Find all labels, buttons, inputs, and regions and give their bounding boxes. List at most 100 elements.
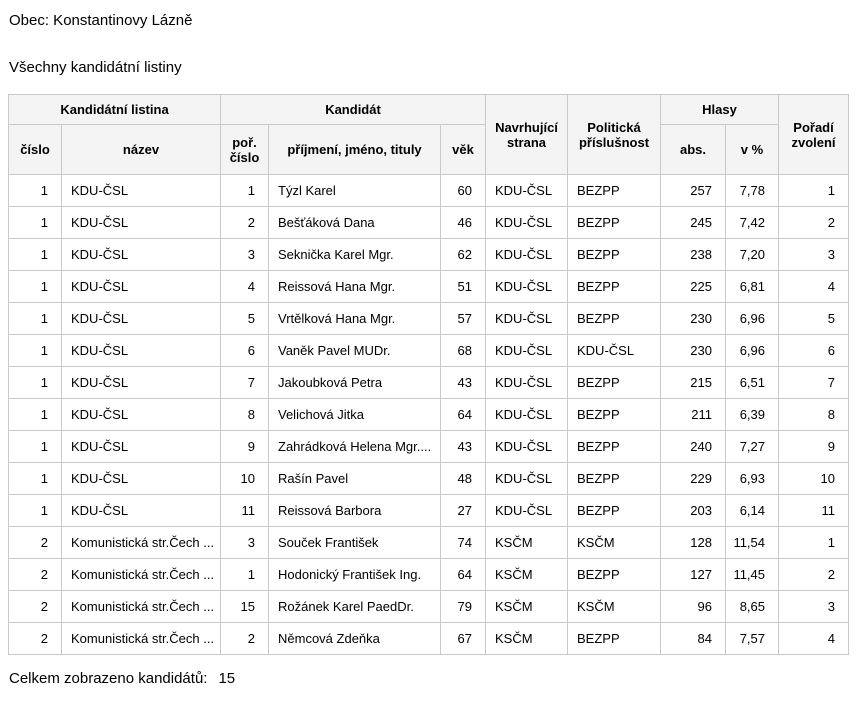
cell-hlasy-abs: 238 [660, 238, 726, 271]
cell-nazev: KDU-ČSL [61, 494, 221, 527]
cell-prijmeni-jmeno-tituly: Rožánek Karel PaedDr. [268, 590, 441, 623]
header-prijmeni-jmeno-tituly: příjmení, jméno, tituly [268, 124, 441, 175]
cell-hlasy-abs: 211 [660, 398, 726, 431]
table-row: 1 KDU-ČSL 4 Reissová Hana Mgr. 51 KDU-ČSL BEZP… [8, 270, 850, 303]
cell-por-cislo: 9 [220, 430, 269, 463]
table-row: 1 KDU-ČSL 3 Seknička Karel Mgr. 62 KDU-ČSL BEZ… [8, 238, 850, 271]
cell-hlasy-pct: 7,20 [724, 238, 780, 271]
cell-poradi-zvoleni: 1 [778, 174, 850, 207]
cell-hlasy-pct: 6,93 [724, 462, 780, 495]
cell-nazev: KDU-ČSL [61, 270, 221, 303]
cell-vek: 64 [440, 558, 486, 591]
cell-cislo: 2 [8, 526, 62, 559]
header-v-pct: v % [724, 124, 780, 175]
header-kandidat: Kandidát [220, 94, 486, 125]
cell-vek: 64 [440, 398, 486, 431]
page-subtitle: Všechny kandidátní listiny [9, 59, 182, 76]
cell-prijmeni-jmeno-tituly: Rašín Pavel [268, 462, 441, 495]
cell-vek: 74 [440, 526, 486, 559]
cell-por-cislo: 5 [220, 302, 269, 335]
cell-poradi-zvoleni: 6 [778, 334, 850, 367]
cell-prijmeni-jmeno-tituly: Souček František [268, 526, 441, 559]
cell-hlasy-pct: 11,54 [724, 526, 780, 559]
cell-politicka-prislusnost: BEZPP [567, 558, 661, 591]
cell-cislo: 1 [8, 366, 62, 399]
cell-hlasy-abs: 245 [660, 206, 726, 239]
summary-footer: Celkem zobrazeno kandidátů: 15 [9, 670, 860, 687]
cell-vek: 27 [440, 494, 486, 527]
cell-cislo: 1 [8, 270, 62, 303]
cell-hlasy-abs: 230 [660, 334, 726, 367]
header-por-cislo: poř. číslo [220, 124, 269, 175]
table-header: Kandidátní listina Kandidát Navrhující s… [8, 94, 850, 175]
cell-cislo: 1 [8, 462, 62, 495]
header-nazev: název [61, 124, 221, 175]
cell-nazev: Komunistická str.Čech ... [61, 558, 221, 591]
cell-hlasy-abs: 225 [660, 270, 726, 303]
cell-poradi-zvoleni: 2 [778, 206, 850, 239]
cell-por-cislo: 3 [220, 238, 269, 271]
cell-poradi-zvoleni: 4 [778, 622, 850, 655]
cell-hlasy-abs: 203 [660, 494, 726, 527]
cell-politicka-prislusnost: BEZPP [567, 430, 661, 463]
table-row: 1 KDU-ČSL 7 Jakoubková Petra 43 KDU-ČSL BEZPP 2… [8, 366, 850, 399]
cell-poradi-zvoleni: 9 [778, 430, 850, 463]
cell-politicka-prislusnost: BEZPP [567, 270, 661, 303]
cell-hlasy-abs: 128 [660, 526, 726, 559]
cell-navrhujici-strana: KDU-ČSL [485, 206, 568, 239]
cell-navrhujici-strana: KDU-ČSL [485, 238, 568, 271]
cell-nazev: KDU-ČSL [61, 462, 221, 495]
cell-poradi-zvoleni: 8 [778, 398, 850, 431]
cell-hlasy-pct: 7,27 [724, 430, 780, 463]
cell-vek: 46 [440, 206, 486, 239]
cell-por-cislo: 8 [220, 398, 269, 431]
cell-prijmeni-jmeno-tituly: Zahrádková Helena Mgr.... [268, 430, 441, 463]
cell-navrhujici-strana: KDU-ČSL [485, 270, 568, 303]
cell-hlasy-pct: 6,39 [724, 398, 780, 431]
header-hlasy: Hlasy [659, 94, 780, 125]
cell-cislo: 1 [8, 398, 62, 431]
cell-politicka-prislusnost: BEZPP [567, 174, 661, 207]
cell-hlasy-pct: 11,45 [724, 558, 780, 591]
table-row: 2 Komunistická str.Čech ... 1 Hodonický Fra… [8, 558, 850, 591]
cell-navrhujici-strana: KDU-ČSL [485, 302, 568, 335]
cell-cislo: 1 [8, 430, 62, 463]
cell-hlasy-abs: 215 [660, 366, 726, 399]
summary-label: Celkem zobrazeno kandidátů: [9, 670, 208, 687]
cell-hlasy-abs: 240 [660, 430, 726, 463]
table-row: 1 KDU-ČSL 6 Vaněk Pavel MUDr. 68 KDU-ČSL KDU-Č… [8, 334, 850, 367]
cell-politicka-prislusnost: BEZPP [567, 494, 661, 527]
cell-prijmeni-jmeno-tituly: Reissová Hana Mgr. [268, 270, 441, 303]
cell-politicka-prislusnost: KDU-ČSL [567, 334, 661, 367]
cell-prijmeni-jmeno-tituly: Jakoubková Petra [268, 366, 441, 399]
table-body: 1 KDU-ČSL 1 Týzl Karel 60 KDU-ČSL BEZPP 257 7,78… [8, 174, 850, 655]
cell-por-cislo: 1 [220, 558, 269, 591]
cell-nazev: KDU-ČSL [61, 366, 221, 399]
cell-por-cislo: 1 [220, 174, 269, 207]
table-row: 2 Komunistická str.Čech ... 3 Souček Franti… [8, 526, 850, 559]
cell-navrhujici-strana: KSČM [485, 558, 568, 591]
cell-hlasy-pct: 6,96 [724, 334, 780, 367]
cell-cislo: 2 [8, 558, 62, 591]
header-vek: věk [440, 124, 486, 175]
table-row: 1 KDU-ČSL 10 Rašín Pavel 48 KDU-ČSL BEZPP 229 6,… [8, 462, 850, 495]
cell-vek: 43 [440, 366, 486, 399]
cell-vek: 62 [440, 238, 486, 271]
cell-por-cislo: 15 [220, 590, 269, 623]
cell-hlasy-abs: 230 [660, 302, 726, 335]
table-row: 1 KDU-ČSL 9 Zahrádková Helena Mgr.... 43 KDU-… [8, 430, 850, 463]
cell-navrhujici-strana: KSČM [485, 590, 568, 623]
cell-cislo: 1 [8, 174, 62, 207]
cell-politicka-prislusnost: BEZPP [567, 302, 661, 335]
cell-politicka-prislusnost: BEZPP [567, 238, 661, 271]
cell-nazev: KDU-ČSL [61, 302, 221, 335]
cell-nazev: KDU-ČSL [61, 174, 221, 207]
cell-por-cislo: 2 [220, 622, 269, 655]
cell-vek: 68 [440, 334, 486, 367]
cell-politicka-prislusnost: KSČM [567, 526, 661, 559]
cell-navrhujici-strana: KDU-ČSL [485, 494, 568, 527]
cell-navrhujici-strana: KDU-ČSL [485, 174, 568, 207]
cell-por-cislo: 6 [220, 334, 269, 367]
cell-hlasy-pct: 6,96 [724, 302, 780, 335]
cell-por-cislo: 7 [220, 366, 269, 399]
